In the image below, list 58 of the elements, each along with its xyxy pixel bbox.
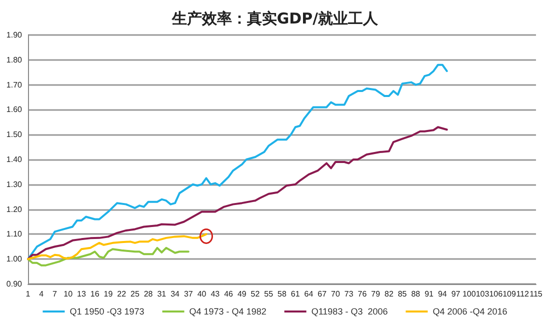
x-tick-label: 22 [117, 290, 127, 298]
x-tick-label: 103 [476, 290, 490, 298]
y-tick-label: 1.20 [6, 204, 23, 214]
x-tick-label: 37 [184, 290, 194, 298]
x-tick-label: 106 [489, 290, 504, 298]
y-tick-label: 1.30 [6, 180, 23, 189]
y-tick-label: 1.50 [6, 130, 23, 140]
x-tick-label: 79 [371, 290, 381, 298]
x-tick-label: 52 [250, 290, 260, 298]
x-tick-label: 109 [502, 290, 516, 298]
chart-title: 生产效率：真实GDP/就业工人 [170, 10, 380, 28]
x-tick-label: 55 [264, 290, 274, 298]
legend-label: Q11983 - Q3 2006 [311, 306, 388, 316]
x-tick-label: 19 [104, 290, 114, 298]
y-tick-label: 1.60 [6, 105, 23, 114]
x-tick-label: 85 [398, 290, 408, 298]
x-tick-label: 58 [278, 290, 287, 298]
y-tick-label: 1.80 [6, 55, 23, 64]
legend-label: Q1 1950 -Q3 1973 [70, 306, 144, 316]
y-tick-label: 1.90 [6, 30, 23, 40]
x-tick-label: 43 [210, 290, 220, 298]
y-tick-label: 1.10 [6, 230, 23, 239]
x-tick-label: 67 [318, 290, 328, 298]
x-tick-label: 88 [411, 290, 421, 298]
x-tick-label: 49 [237, 290, 247, 298]
line-series [27, 126, 448, 260]
x-tick-label: 31 [157, 290, 167, 298]
x-tick-label: 16 [90, 290, 100, 298]
y-tick-label: 1.70 [6, 80, 23, 90]
x-tick-label: 10 [64, 290, 74, 298]
legend-label: Q4 2006 -Q4 2016 [432, 306, 508, 316]
x-tick-label: 82 [384, 290, 394, 298]
y-tick-label: 1.40 [6, 155, 23, 164]
line-series [27, 64, 448, 260]
x-tick-label: 4 [39, 290, 44, 298]
x-tick-label: 64 [304, 290, 314, 298]
x-tick-label: 25 [130, 290, 140, 298]
x-tick-label: 1 [26, 290, 31, 298]
x-tick-label: 28 [144, 290, 154, 298]
x-tick-label: 13 [77, 290, 86, 298]
x-tick-label: 61 [290, 290, 300, 298]
x-tick-label: 94 [438, 290, 448, 298]
x-tick-label: 91 [424, 290, 434, 298]
x-tick-label: 70 [331, 290, 340, 298]
x-tick-label: 112 [516, 290, 530, 298]
x-tick-label: 73 [344, 290, 354, 298]
legend-label: Q4 1973 - Q4 1982 [189, 306, 266, 316]
y-tick-label: 1.00 [6, 254, 23, 264]
x-tick-label: 46 [224, 290, 234, 298]
x-tick-label: 76 [358, 290, 368, 298]
y-tick-label: 0.90 [6, 280, 23, 288]
x-tick-label: 34 [170, 290, 180, 298]
line-series [27, 246, 190, 266]
x-tick-label: 115 [530, 290, 543, 298]
x-tick-label: 7 [52, 290, 58, 298]
x-tick-label: 97 [451, 290, 461, 298]
x-tick-label: 40 [197, 290, 207, 298]
x-tick-label: 100 [462, 290, 476, 298]
